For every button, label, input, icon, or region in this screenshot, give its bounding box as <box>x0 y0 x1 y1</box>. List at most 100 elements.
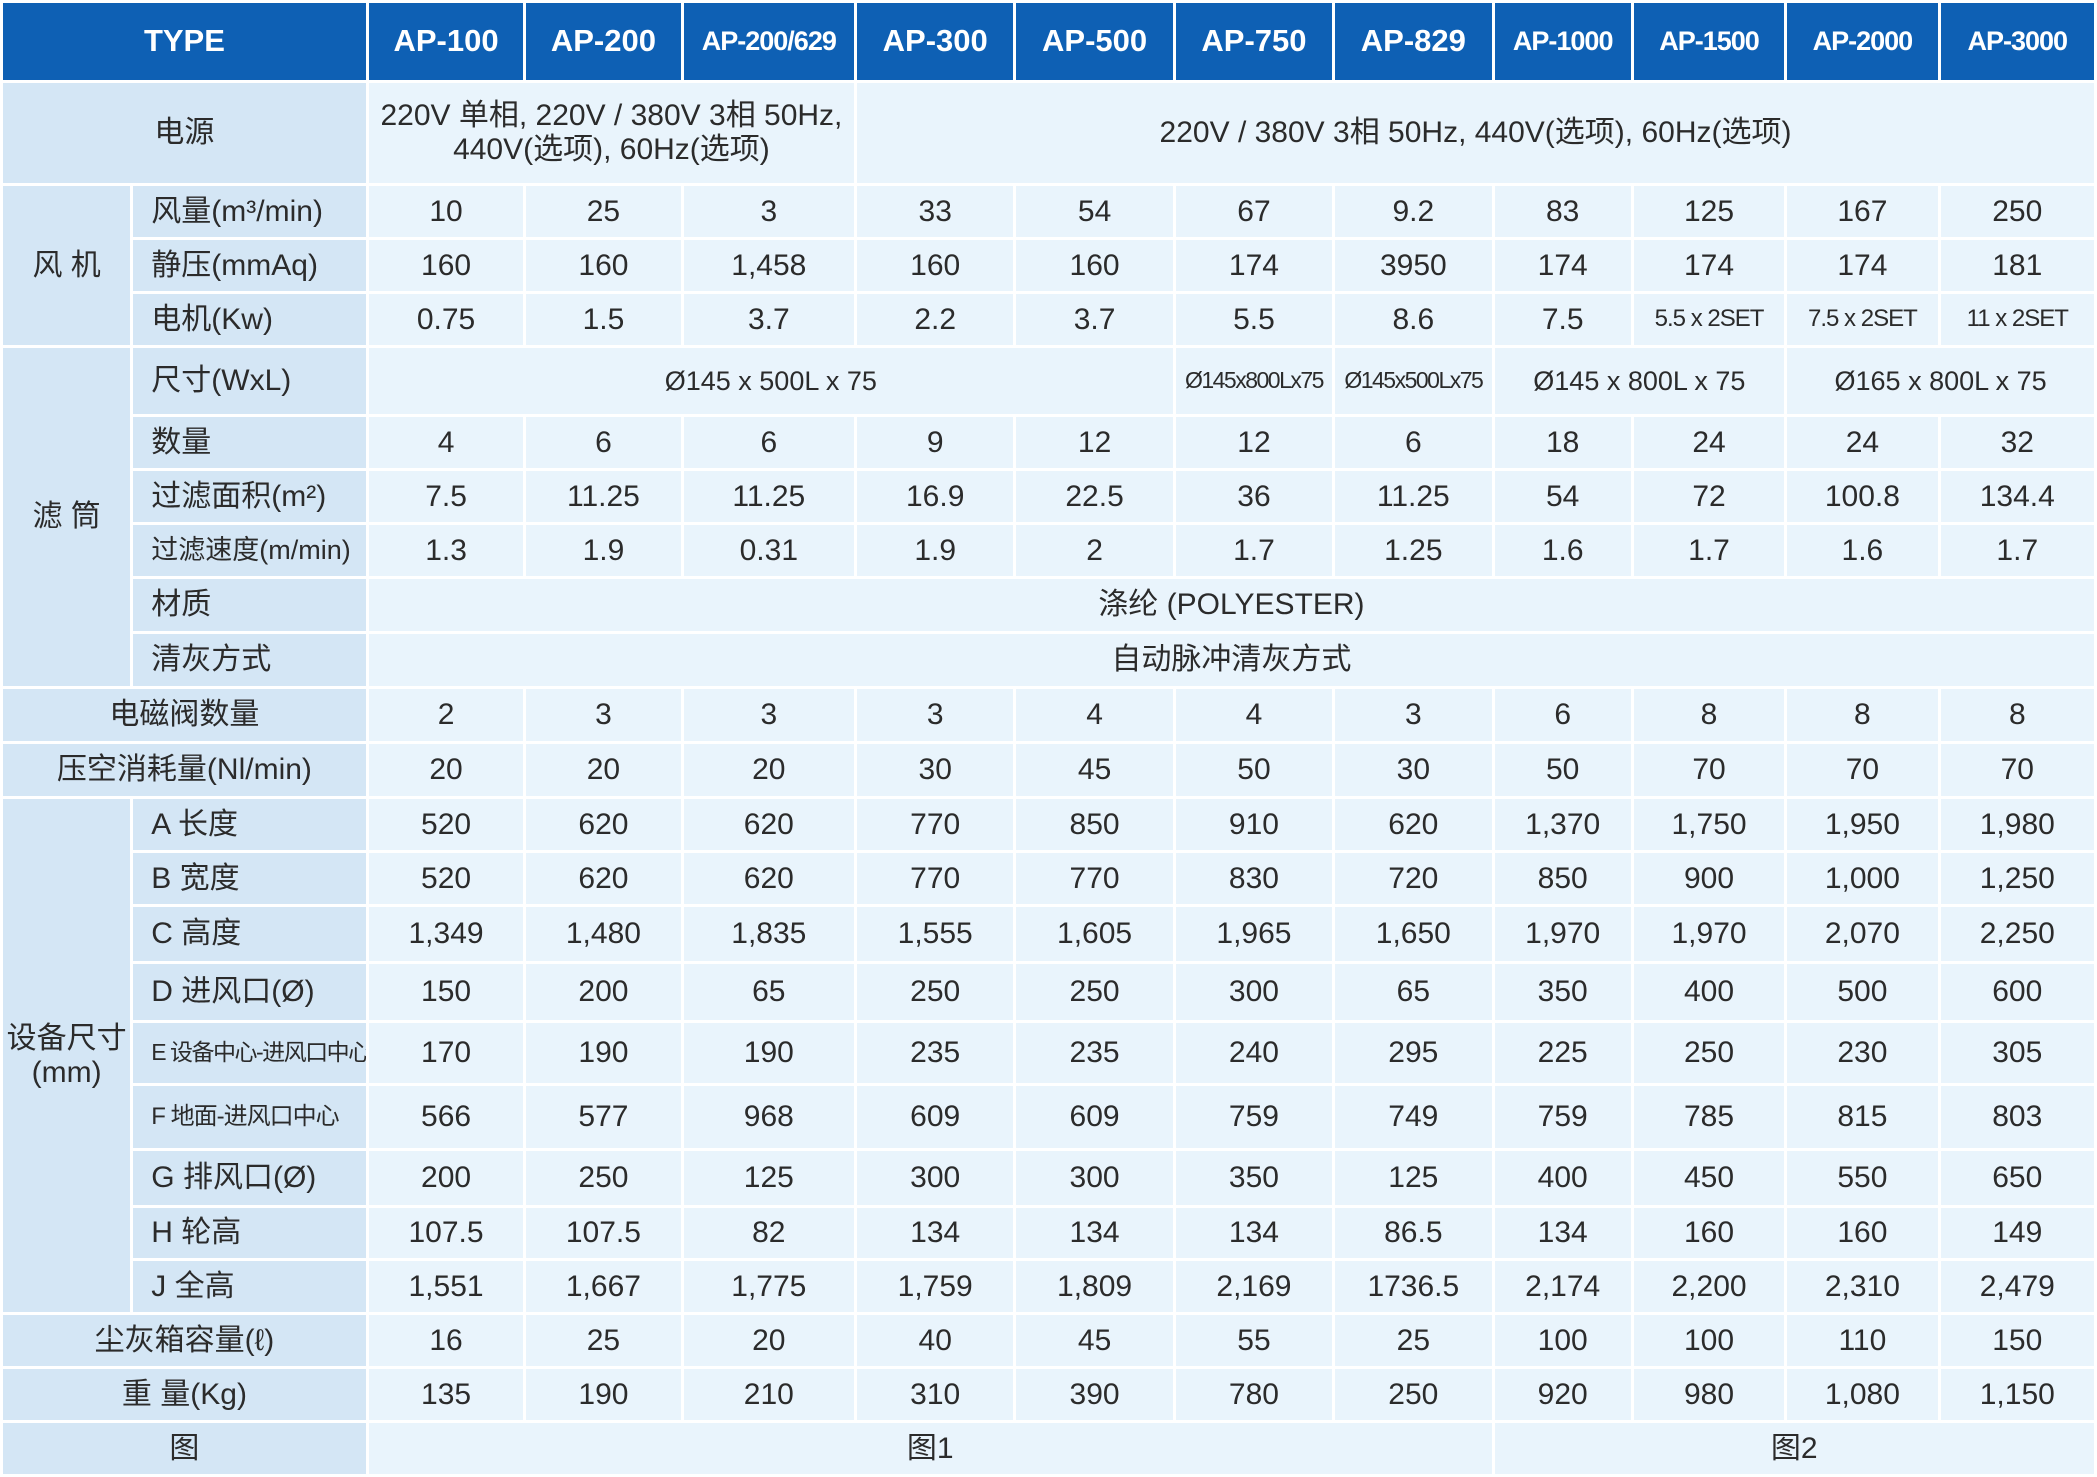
table-cell: 86.5 <box>1335 1208 1492 1258</box>
table-cell: 20 <box>526 744 681 796</box>
table-cell: 36 <box>1175 471 1333 522</box>
table-cell: 620 <box>526 853 681 904</box>
power-label: 电源 <box>3 83 366 183</box>
weight-row: 重 量(Kg) 135 190 210 310 390 780 250 920 … <box>3 1369 2094 1420</box>
table-cell: 520 <box>368 853 524 904</box>
table-cell: 250 <box>526 1151 681 1205</box>
table-cell: 160 <box>1787 1208 1938 1258</box>
table-cell: 12 <box>1175 417 1333 468</box>
table-cell: 1.25 <box>1335 525 1492 576</box>
table-cell: 181 <box>1940 240 2094 291</box>
header-row: TYPE AP-100 AP-200 AP-200/629 AP-300 AP-… <box>3 3 2094 80</box>
table-cell: 225 <box>1494 1023 1631 1083</box>
table-cell: 55 <box>1175 1315 1333 1366</box>
table-cell: 250 <box>1335 1369 1492 1420</box>
filter-speed-label: 过滤速度(m/min) <box>133 525 366 576</box>
filter-material-label: 材质 <box>133 579 366 631</box>
table-cell: 8.6 <box>1335 294 1492 345</box>
table-cell: 1.5 <box>526 294 681 345</box>
table-cell: 72 <box>1633 471 1785 522</box>
dimension-row: 设备尺寸 (mm) A 长度 520 620 620 770 850 910 6… <box>3 799 2094 1312</box>
table-cell: 235 <box>1016 1023 1173 1083</box>
table-cell: 100 <box>1633 1315 1785 1366</box>
table-cell: 174 <box>1175 240 1333 291</box>
table-cell: 0.75 <box>368 294 524 345</box>
table-cell: 107.5 <box>368 1208 524 1258</box>
table-cell: 500 <box>1787 964 1938 1020</box>
table-cell: 566 <box>368 1086 524 1148</box>
table-cell: 1,458 <box>683 240 855 291</box>
filter-material-row: 材质 涤纶 (POLYESTER) <box>3 579 2094 631</box>
dimensions-group-label: 设备尺寸 (mm) <box>3 799 131 1312</box>
table-cell: 1,349 <box>368 907 524 961</box>
table-cell: 770 <box>1016 853 1173 904</box>
table-cell: 7.5 <box>1494 294 1631 345</box>
table-cell: 83 <box>1494 186 1631 237</box>
table-cell: 300 <box>857 1151 1014 1205</box>
table-cell: 1,970 <box>1633 907 1785 961</box>
table-cell: 1,965 <box>1175 907 1333 961</box>
filter-size-label: 尺寸(WxL) <box>133 348 366 414</box>
table-cell: 6 <box>526 417 681 468</box>
table-cell: 45 <box>1016 744 1173 796</box>
table-cell: 1736.5 <box>1335 1261 1492 1312</box>
table-cell: 3.7 <box>683 294 855 345</box>
table-cell: 803 <box>1940 1086 2094 1148</box>
airflow-label: 风量(m³/min) <box>133 186 366 237</box>
table-cell: 968 <box>683 1086 855 1148</box>
table-cell: 780 <box>1175 1369 1333 1420</box>
table-cell: 1,080 <box>1787 1369 1938 1420</box>
table-cell: 160 <box>526 240 681 291</box>
table-cell: 174 <box>1494 240 1631 291</box>
table-cell: 1,750 <box>1633 799 1785 850</box>
table-cell: 1,000 <box>1787 853 1938 904</box>
table-cell: 54 <box>1016 186 1173 237</box>
table-cell: 20 <box>683 1315 855 1366</box>
fan-motor-row: 电机(Kw) 0.75 1.5 3.7 2.2 3.7 5.5 8.6 7.5 … <box>3 294 2094 345</box>
dimension-row: D 进风口(Ø) 150 200 65 250 250 300 65 350 4… <box>3 964 2094 1020</box>
table-cell: 3 <box>857 689 1014 741</box>
table-cell: 3950 <box>1335 240 1492 291</box>
table-cell: 3 <box>1335 689 1492 741</box>
table-cell: 250 <box>1016 964 1173 1020</box>
table-cell: 160 <box>1633 1208 1785 1258</box>
table-cell: 40 <box>857 1315 1014 1366</box>
table-cell: 815 <box>1787 1086 1938 1148</box>
air-consumption-label: 压空消耗量(Nl/min) <box>3 744 366 796</box>
model-header: AP-200/629 <box>683 3 855 80</box>
table-cell: 11.25 <box>1335 471 1492 522</box>
power-row: 电源 220V 单相, 220V / 380V 3相 50Hz, 440V(选项… <box>3 83 2094 183</box>
table-cell: 4 <box>1016 689 1173 741</box>
table-cell: 33 <box>857 186 1014 237</box>
table-cell: 70 <box>1940 744 2094 796</box>
table-cell: 450 <box>1633 1151 1785 1205</box>
filter-material-value: 涤纶 (POLYESTER) <box>368 579 2094 631</box>
table-cell: 22.5 <box>1016 471 1173 522</box>
table-cell: 400 <box>1633 964 1785 1020</box>
table-cell: 1,667 <box>526 1261 681 1312</box>
dimension-label: F 地面-进风口中心 <box>133 1086 366 1148</box>
table-cell: 2,169 <box>1175 1261 1333 1312</box>
table-cell: 1.7 <box>1940 525 2094 576</box>
table-cell: 150 <box>1940 1315 2094 1366</box>
table-cell: 8 <box>1787 689 1938 741</box>
table-cell: 6 <box>1494 689 1631 741</box>
dimension-row: C 高度 1,349 1,480 1,835 1,555 1,605 1,965… <box>3 907 2094 961</box>
table-cell: 1,970 <box>1494 907 1631 961</box>
table-cell: 4 <box>1175 689 1333 741</box>
fan-pressure-row: 静压(mmAq) 160 160 1,458 160 160 174 3950 … <box>3 240 2094 291</box>
table-cell: 609 <box>857 1086 1014 1148</box>
table-cell: 7.5 <box>368 471 524 522</box>
table-cell: 20 <box>683 744 855 796</box>
table-cell: 620 <box>526 799 681 850</box>
table-cell: 25 <box>1335 1315 1492 1366</box>
table-cell: 550 <box>1787 1151 1938 1205</box>
filter-area-label: 过滤面积(m²) <box>133 471 366 522</box>
table-cell: 350 <box>1494 964 1631 1020</box>
table-cell: 125 <box>1335 1151 1492 1205</box>
filter-quantity-row: 数量 4 6 6 9 12 12 6 18 24 24 32 <box>3 417 2094 468</box>
valves-label: 电磁阀数量 <box>3 689 366 741</box>
table-cell: 300 <box>1016 1151 1173 1205</box>
table-cell: 200 <box>526 964 681 1020</box>
dimension-row: E 设备中心-进风口中心 170 190 190 235 235 240 295… <box>3 1023 2094 1083</box>
